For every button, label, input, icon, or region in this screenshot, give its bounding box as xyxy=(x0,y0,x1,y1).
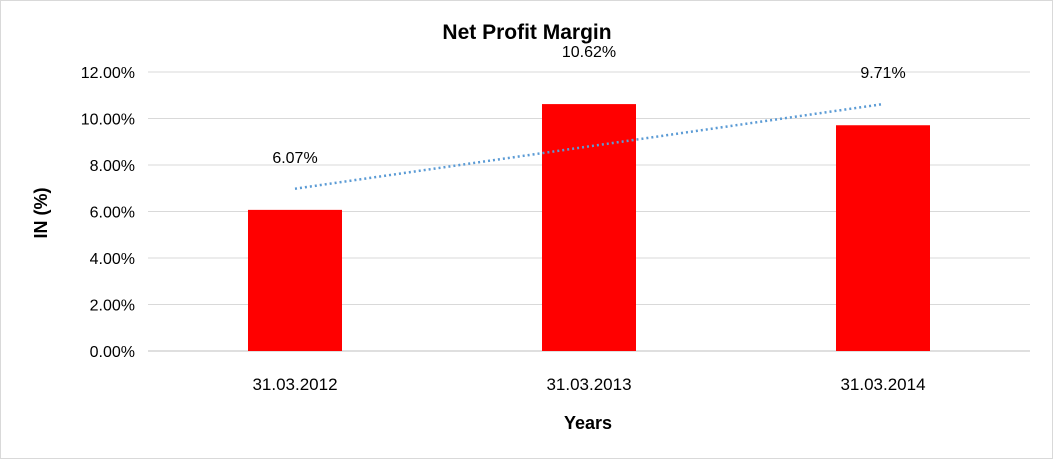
y-tick-label: 0.00% xyxy=(90,344,135,361)
trendline-group xyxy=(294,102,884,190)
y-tick-label: 4.00% xyxy=(90,251,135,268)
y-tick-label: 12.00% xyxy=(81,65,135,82)
y-tick-label: 8.00% xyxy=(90,158,135,175)
y-axis-title: IN (%) xyxy=(31,188,51,239)
x-axis-title: Years xyxy=(564,413,612,433)
trendline xyxy=(294,102,884,190)
x-axis-category-labels: 31.03.2012 31.03.2013 31.03.2014 xyxy=(252,375,925,394)
x-category-label: 31.03.2012 xyxy=(252,375,337,394)
bar xyxy=(248,209,342,351)
data-label: 6.07% xyxy=(272,150,317,167)
y-tick-label: 10.00% xyxy=(81,112,135,129)
data-label: 10.62% xyxy=(562,44,616,61)
bar xyxy=(836,125,930,352)
y-tick-label: 6.00% xyxy=(90,205,135,222)
bar xyxy=(542,104,636,352)
bars xyxy=(248,104,930,352)
data-labels: 6.07% 10.62% 9.71% xyxy=(272,44,905,167)
x-category-label: 31.03.2013 xyxy=(546,375,631,394)
x-category-label: 31.03.2014 xyxy=(840,375,925,394)
y-tick-label: 2.00% xyxy=(90,298,135,315)
y-axis-tick-labels: 0.00% 2.00% 4.00% 6.00% 8.00% 10.00% 12.00% xyxy=(81,65,135,361)
chart-title: Net Profit Margin xyxy=(442,21,611,44)
data-label: 9.71% xyxy=(860,65,905,82)
